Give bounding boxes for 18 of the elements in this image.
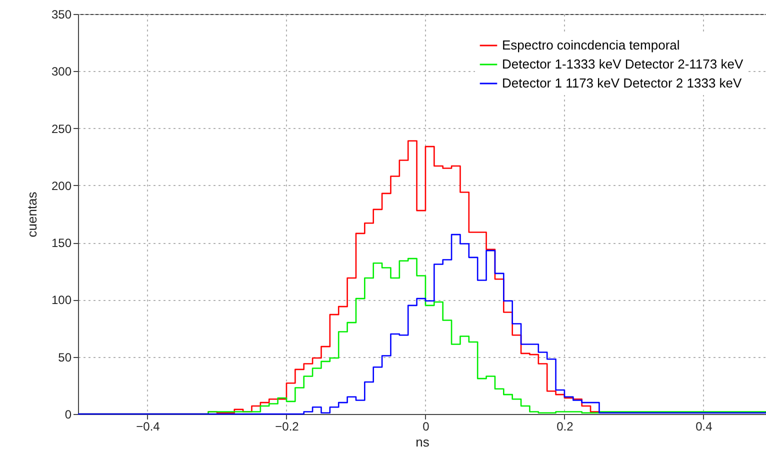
y-tick-label: 100 (51, 293, 72, 308)
y-tick-label: 0 (64, 408, 72, 422)
x-axis-title: ns (416, 434, 430, 450)
y-tick-label: 200 (51, 178, 72, 193)
y-tick-label: 250 (51, 122, 72, 136)
y-tick-label: 50 (58, 350, 72, 364)
y-tick-label: 300 (51, 64, 72, 79)
y-tick-label: 350 (51, 8, 72, 22)
y-tick-label: 150 (51, 236, 72, 250)
x-tick-label: 0.4 (696, 420, 713, 434)
legend-label: Detector 1 1173 keV Detector 2 1333 keV (502, 76, 742, 90)
x-tick-label: 0.2 (556, 420, 574, 434)
y-axis-title: cuentas (24, 191, 40, 238)
legend-label: Espectro coincdencia temporal (502, 38, 680, 52)
x-tick-label: −0.4 (136, 420, 160, 434)
x-tick-label: −0.2 (275, 420, 300, 434)
x-tick-label: 0 (422, 420, 430, 434)
legend-label: Detector 1-1333 keV Detector 2-1173 keV (502, 56, 744, 72)
